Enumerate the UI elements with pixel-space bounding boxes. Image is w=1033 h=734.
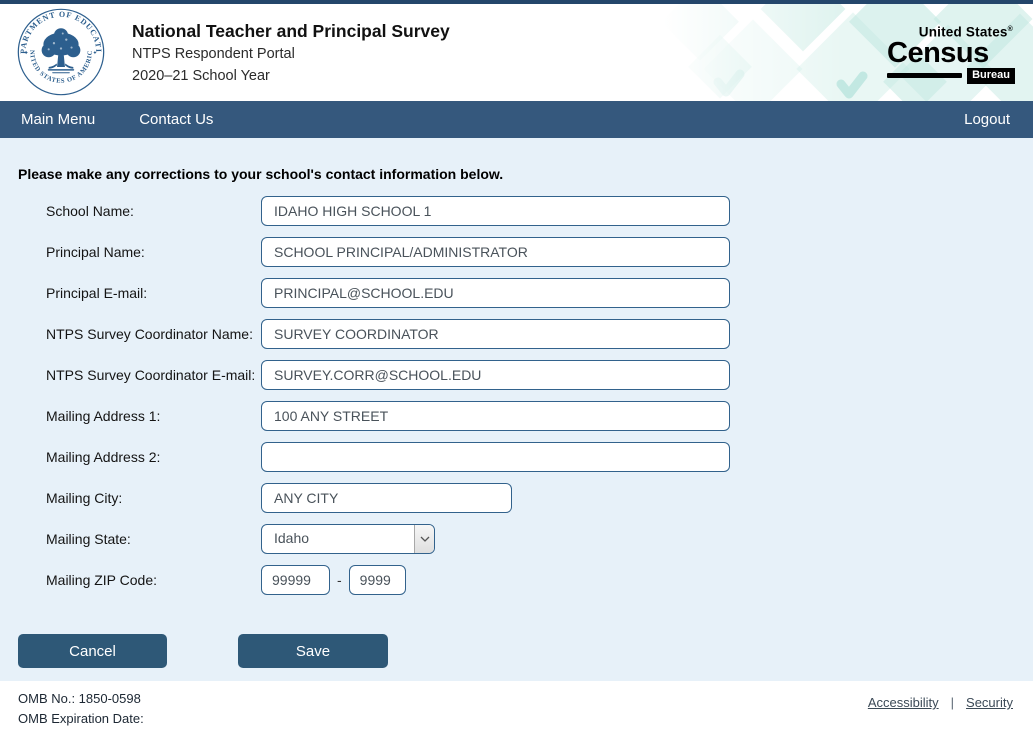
mailing-state-select[interactable]: Idaho	[261, 524, 435, 554]
svg-text:✦: ✦	[93, 51, 97, 57]
school-name-input[interactable]	[261, 196, 730, 226]
principal-name-label: Principal Name:	[46, 244, 145, 260]
census-underline-bar	[887, 73, 963, 78]
census-wordmark: Census	[887, 36, 989, 69]
mailing-state-label: Mailing State:	[46, 531, 131, 547]
mailing-address1-input[interactable]	[261, 401, 730, 431]
principal-email-input[interactable]	[261, 278, 730, 308]
census-bureau-label: Bureau	[967, 67, 1015, 84]
contact-info-form: Please make any corrections to your scho…	[0, 138, 1033, 681]
accessibility-link[interactable]: Accessibility	[867, 695, 939, 710]
svg-text:✦: ✦	[24, 51, 28, 57]
portal-subtitle: NTPS Respondent Portal	[132, 46, 295, 62]
header: DEPARTMENT OF EDUCATION UNITED STATES OF…	[0, 4, 1033, 101]
coordinator-name-label: NTPS Survey Coordinator Name:	[46, 326, 253, 342]
mailing-address1-label: Mailing Address 1:	[46, 408, 161, 424]
school-year: 2020–21 School Year	[132, 68, 270, 84]
nav-contact-us[interactable]: Contact Us	[139, 111, 214, 128]
mailing-city-input[interactable]	[261, 483, 512, 513]
mailing-city-label: Mailing City:	[46, 490, 123, 506]
census-bureau-logo: United States® Census Bureau	[887, 23, 1015, 84]
coordinator-email-label: NTPS Survey Coordinator E-mail:	[46, 367, 256, 383]
save-button[interactable]: Save	[238, 634, 388, 668]
omb-expiration: OMB Expiration Date:	[18, 711, 144, 726]
mailing-address2-label: Mailing Address 2:	[46, 449, 161, 465]
principal-email-label: Principal E-mail:	[46, 285, 148, 301]
nav-main-menu[interactable]: Main Menu	[21, 111, 96, 128]
chevron-down-icon	[414, 525, 434, 553]
coordinator-email-input[interactable]	[261, 360, 730, 390]
principal-name-input[interactable]	[261, 237, 730, 267]
nav-logout[interactable]: Logout	[964, 111, 1010, 128]
zip4-input[interactable]	[348, 565, 406, 595]
cancel-button[interactable]: Cancel	[18, 634, 167, 668]
census-united-states: United States	[918, 24, 1008, 40]
security-link[interactable]: Security	[966, 695, 1013, 710]
omb-number: OMB No.: 1850-0598	[18, 691, 141, 706]
form-instruction: Please make any corrections to your scho…	[18, 166, 504, 182]
coordinator-name-input[interactable]	[261, 319, 730, 349]
page-title: National Teacher and Principal Survey	[132, 21, 450, 41]
school-name-label: School Name:	[46, 203, 134, 219]
department-of-education-seal: DEPARTMENT OF EDUCATION UNITED STATES OF…	[17, 8, 105, 96]
zip-separator: -	[337, 572, 342, 588]
zip5-input[interactable]	[261, 565, 330, 595]
registered-mark: ®	[1007, 26, 1013, 33]
footer-link-separator: |	[950, 695, 955, 710]
mailing-address2-input[interactable]	[261, 442, 730, 472]
mailing-state-selected-value: Idaho	[274, 530, 310, 546]
mailing-zip-label: Mailing ZIP Code:	[46, 572, 158, 588]
main-navigation: Main Menu Contact Us Logout	[0, 101, 1033, 138]
footer: OMB No.: 1850-0598 OMB Expiration Date: …	[0, 681, 1033, 734]
top-accent-strip	[0, 0, 1033, 4]
